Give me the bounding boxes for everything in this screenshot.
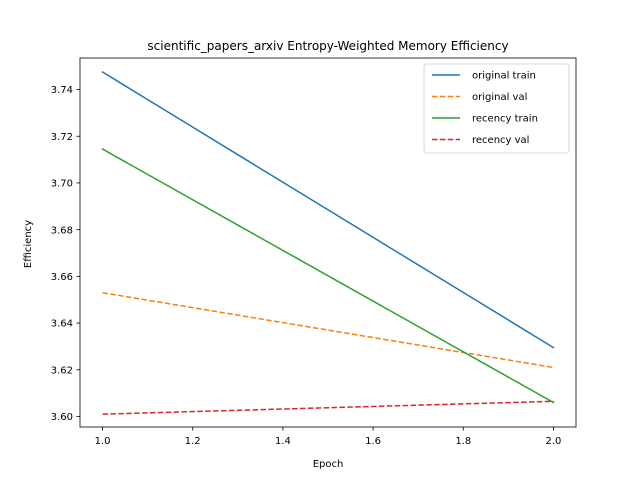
y-tick-label: 3.66 [51, 272, 73, 283]
x-tick-label: 1.2 [185, 436, 201, 447]
y-tick-label: 3.64 [51, 319, 73, 330]
legend-label: original train [472, 71, 536, 82]
legend-label: recency val [472, 135, 529, 146]
legend-label: recency train [472, 114, 538, 125]
y-tick-label: 3.72 [51, 132, 73, 143]
y-tick-label: 3.62 [51, 365, 73, 376]
x-tick-label: 1.0 [95, 436, 111, 447]
y-tick-label: 3.60 [51, 412, 73, 423]
series-line-original-train [101, 70, 555, 349]
x-tick-label: 1.4 [275, 436, 291, 447]
axes-frame [79, 57, 577, 428]
y-tick-label: 3.74 [51, 85, 73, 96]
x-tick-label: 1.8 [455, 436, 471, 447]
series-line-recency-train [101, 148, 555, 404]
y-axis-label: Efficiency [23, 220, 34, 268]
plot-area: 1.0 1.2 1.4 1.6 1.8 2.0 3.60 3.62 3.64 3.66 3.68 3.… [51, 57, 577, 447]
series-line-recency-val [102, 400, 554, 415]
y-tick-label: 3.68 [51, 225, 73, 236]
legend-box [423, 63, 570, 154]
series-line-original-val [102, 291, 554, 369]
legend: original train original val recency train r… [423, 63, 570, 154]
x-tick-label: 2.0 [546, 436, 562, 447]
x-tick-label: 1.6 [365, 436, 381, 447]
x-axis-label: Epoch [313, 459, 344, 470]
chart-title: scientific_papers_arxiv Entropy-Weighted… [147, 39, 508, 53]
y-tick-label: 3.70 [51, 179, 73, 190]
legend-label: original val [472, 92, 527, 103]
